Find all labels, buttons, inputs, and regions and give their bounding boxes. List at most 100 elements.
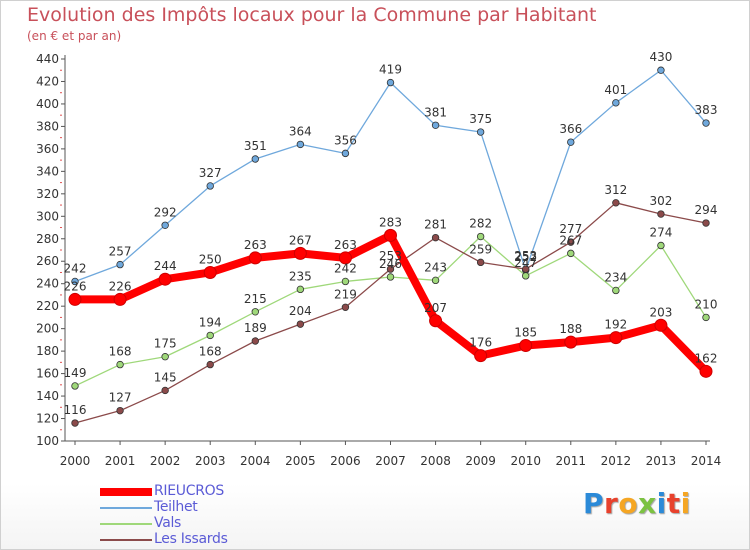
data-point [296,140,305,149]
data-point [476,258,485,267]
data-label: 294 [695,203,718,217]
data-label: 366 [559,122,582,136]
x-tick-label: 2003 [195,454,226,468]
x-tick-label: 2014 [691,454,722,468]
data-label: 175 [154,337,177,351]
x-tick-label: 2001 [105,454,136,468]
data-label: 145 [154,370,177,384]
data-point [702,313,710,322]
data-point [71,277,79,286]
data-point [386,273,395,281]
data-label: 312 [604,183,627,197]
data-point [341,277,350,286]
x-tick-label: 2013 [646,454,677,468]
x-tick-label: 2007 [375,454,406,468]
data-label: 127 [109,391,132,405]
y-tick-label: 320 [36,187,59,201]
series-les-issards [71,199,710,427]
logo-letter: i [680,487,691,520]
y-tick-label: 380 [36,119,59,133]
chart-data-labels: 242 257 292 327 351 364 356 419 381 375 252 366 401 4… [64,50,718,417]
data-label: 274 [649,226,672,240]
data-point [612,199,620,207]
data-point [71,382,79,390]
y-tick-label: 360 [36,142,59,156]
y-tick-label: 220 [36,299,59,313]
x-tick-label: 2010 [510,454,541,468]
data-point [116,406,124,415]
data-label: 235 [289,269,312,283]
chart-series [68,66,713,427]
data-point [609,331,623,345]
legend-label: RIEUCROS [154,483,224,499]
legend-label: Vals [154,515,182,531]
x-tick-label: 2002 [150,454,181,468]
data-label: 207 [424,301,447,315]
data-point [476,232,485,241]
data-point [296,320,305,328]
data-point [296,285,305,294]
logo-letter: i [656,487,667,520]
y-tick-label: 100 [36,434,59,448]
data-point [431,276,440,285]
x-tick-label: 2012 [601,454,632,468]
data-label: 401 [604,83,627,97]
data-label: 351 [244,139,267,153]
data-point [657,210,665,218]
y-tick-label: 280 [36,232,59,246]
legend-swatch [100,539,152,541]
data-label: 281 [424,218,447,232]
data-label: 242 [334,261,357,275]
data-label: 267 [559,233,582,247]
data-point [251,337,259,345]
data-label: 204 [289,304,312,318]
data-point [116,360,124,369]
chart-axes: 100 120 140 160 180 200 220 240 260 280 300 320 340 3… [36,52,721,468]
y-tick-label: 440 [36,52,59,66]
data-label: 381 [424,105,447,119]
y-tick-label: 160 [36,367,59,381]
x-tick-label: 2009 [465,454,496,468]
data-label: 283 [379,215,402,229]
data-label: 292 [154,205,177,219]
chart-subtitle: (en € et par an) [27,29,122,43]
x-tick-label: 2004 [240,454,271,468]
data-point [206,331,214,340]
data-label: 263 [244,238,267,252]
data-point [158,272,172,286]
data-point [612,99,620,107]
series-rieucros [68,228,713,378]
data-point [68,292,82,306]
data-label: 234 [604,270,627,284]
logo-letter: r [604,487,619,520]
y-tick-label: 120 [36,412,59,426]
data-label: 419 [379,63,402,77]
data-point [657,241,665,250]
data-point [519,339,533,352]
x-tick-label: 2005 [285,454,316,468]
y-tick-label: 200 [36,322,59,336]
data-label: 189 [244,321,267,335]
legend-swatch [100,507,152,509]
data-point [476,128,485,136]
data-point [564,335,578,349]
y-tick-label: 340 [36,164,59,178]
data-point [654,318,668,332]
data-point [293,246,307,260]
data-label: 244 [154,259,177,273]
y-tick-label: 140 [36,389,59,403]
data-label: 168 [199,345,222,359]
data-point [567,249,575,258]
data-point [341,149,350,158]
line-chart: 100 120 140 160 180 200 220 240 260 280 300 320 340 3… [36,50,721,468]
y-tick-label: 240 [36,277,59,291]
data-point [113,292,127,306]
data-label: 215 [244,292,267,306]
data-label: 242 [64,261,87,275]
data-label: 176 [469,336,492,350]
data-label: 356 [334,133,357,147]
x-tick-label: 2008 [420,454,451,468]
data-point [474,349,488,363]
data-label: 226 [64,279,87,293]
